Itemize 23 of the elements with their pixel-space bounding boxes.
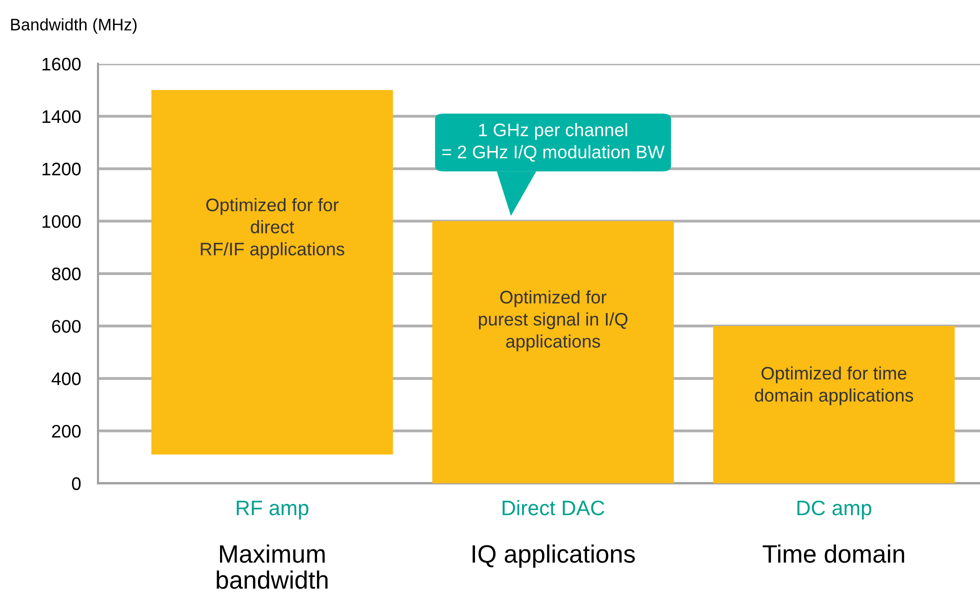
y-tick-label: 1000 xyxy=(42,215,81,228)
y-tick-label: 0 xyxy=(72,477,81,490)
bar xyxy=(151,90,393,455)
x-tick-label: RF amp xyxy=(236,500,308,520)
annotation: 1 GHz per channel = 2 GHz I/Q modulation BW xyxy=(442,123,665,162)
bar xyxy=(432,221,674,484)
y-tick-label: 1200 xyxy=(42,162,81,176)
y-tick-label: 800 xyxy=(52,268,81,280)
y-tick-label: 400 xyxy=(52,372,81,386)
y-tick-label: 600 xyxy=(52,320,81,333)
annotation: Optimized for purest signal in I/Q applications xyxy=(478,290,628,352)
text: Time domain xyxy=(762,544,904,563)
annotation: Optimized for for direct RF/IF applications xyxy=(200,198,344,260)
text: IQ applications xyxy=(472,544,635,568)
x-tick-label: Direct DAC xyxy=(502,500,604,516)
text: Maximum bandwidth xyxy=(216,544,328,589)
y-tick-label: 200 xyxy=(52,424,81,438)
y-axis-title: Bandwidth (MHz) xyxy=(11,18,137,34)
bar xyxy=(713,326,955,484)
y-tick-label: 1400 xyxy=(42,110,81,123)
annotation: Optimized for time domain applications xyxy=(754,366,914,406)
y-tick-label: 1600 xyxy=(42,58,81,71)
x-tick-label: DC amp xyxy=(797,500,872,520)
